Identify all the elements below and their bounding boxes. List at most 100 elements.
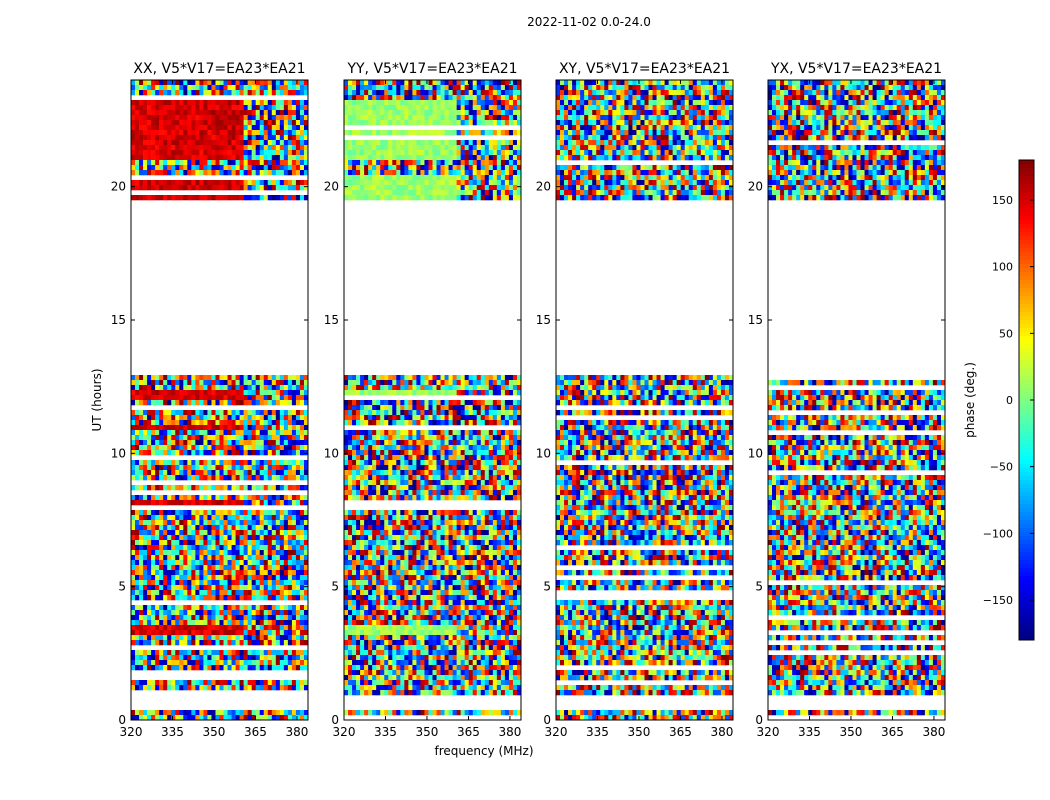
colorbar: 150 100 50 0 −50 −100 −150 (983, 159, 1035, 641)
colorbar-segment (1019, 368, 1034, 373)
colorbar-segment (1019, 520, 1034, 525)
colorbar-segment (1019, 184, 1034, 189)
y-tick-label: 20 (111, 180, 126, 194)
colorbar-segment (1019, 312, 1034, 317)
colorbar-segment (1019, 540, 1034, 545)
colorbar-segment (1019, 292, 1034, 297)
colorbar-segment (1019, 528, 1034, 533)
heatmap-cells (344, 80, 521, 716)
colorbar-segment (1019, 592, 1034, 597)
colorbar-segment (1019, 524, 1034, 529)
y-tick-label: 10 (111, 446, 126, 460)
x-tick-label: 365 (457, 725, 480, 739)
x-axis-label: frequency (MHz) (434, 744, 533, 758)
y-tick-label: 0 (755, 713, 763, 727)
panel-frame (767, 79, 946, 721)
colorbar-tick-label: −50 (990, 461, 1013, 474)
y-tick-label: 5 (118, 580, 126, 594)
x-tick-label: 335 (798, 725, 821, 739)
colorbar-segment (1019, 212, 1034, 217)
colorbar-segment (1019, 168, 1034, 173)
colorbar-segment (1019, 444, 1034, 449)
colorbar-segment (1019, 436, 1034, 441)
y-tick-label: 20 (748, 180, 763, 194)
colorbar-segment (1019, 608, 1034, 613)
heatmap-cells (768, 80, 945, 716)
colorbar-segment (1019, 340, 1034, 345)
colorbar-segment (1019, 324, 1034, 329)
colorbar-segment (1019, 392, 1034, 397)
colorbar-segment (1019, 376, 1034, 381)
colorbar-segment (1019, 400, 1034, 405)
colorbar-tick-label: −150 (983, 594, 1013, 607)
colorbar-segment (1019, 248, 1034, 253)
colorbar-segment (1019, 328, 1034, 333)
colorbar-segment (1019, 624, 1034, 629)
colorbar-segment (1019, 204, 1034, 209)
colorbar-segment (1019, 456, 1034, 461)
colorbar-segment (1019, 556, 1034, 561)
panel-4: YX, V5*V17=EA23*EA21 320 335 350 365 380 0 5 10 1… (748, 61, 946, 739)
colorbar-segment (1019, 232, 1034, 237)
colorbar-segment (1019, 228, 1034, 233)
colorbar-segment (1019, 252, 1034, 257)
x-tick-label: 350 (416, 725, 439, 739)
x-tick-label: 365 (669, 725, 692, 739)
colorbar-segment (1019, 388, 1034, 393)
y-tick-label: 20 (324, 180, 339, 194)
colorbar-label: phase (deg.) (963, 362, 977, 438)
colorbar-segment (1019, 336, 1034, 341)
panels-layer: XX, V5*V17=EA23*EA21 320 335 350 365 380 0 5 10 1… (111, 61, 946, 739)
colorbar-segment (1019, 576, 1034, 581)
colorbar-segment (1019, 396, 1034, 401)
y-tick-label: 5 (543, 580, 551, 594)
colorbar-segment (1019, 380, 1034, 385)
colorbar-segment (1019, 316, 1034, 321)
y-tick-label: 10 (748, 446, 763, 460)
colorbar-segment (1019, 472, 1034, 477)
panel-3: XY, V5*V17=EA23*EA21 320 335 350 365 380 0 5 10 1… (536, 61, 734, 739)
colorbar-segment (1019, 348, 1034, 353)
colorbar-segment (1019, 600, 1034, 605)
colorbar-segment (1019, 192, 1034, 197)
colorbar-segment (1019, 536, 1034, 541)
colorbar-segment (1019, 468, 1034, 473)
x-tick-label: 320 (333, 725, 356, 739)
x-tick-label: 335 (586, 725, 609, 739)
colorbar-segment (1019, 416, 1034, 421)
y-tick-label: 10 (536, 446, 551, 460)
colorbar-segment (1019, 300, 1034, 305)
colorbar-segment (1019, 584, 1034, 589)
y-tick-label: 15 (324, 313, 339, 327)
colorbar-segment (1019, 272, 1034, 277)
colorbar-segment (1019, 360, 1034, 365)
colorbar-segment (1019, 616, 1034, 621)
colorbar-segment (1019, 460, 1034, 465)
colorbar-segment (1019, 588, 1034, 593)
colorbar-segment (1019, 548, 1034, 553)
colorbar-segment (1019, 164, 1034, 169)
colorbar-segment (1019, 176, 1034, 181)
colorbar-segment (1019, 244, 1034, 249)
colorbar-segment (1019, 384, 1034, 389)
x-tick-label: 380 (285, 725, 308, 739)
colorbar-segment (1019, 420, 1034, 425)
colorbar-segment (1019, 508, 1034, 513)
colorbar-segment (1019, 160, 1034, 165)
colorbar-segment (1019, 632, 1034, 637)
colorbar-segment (1019, 260, 1034, 265)
colorbar-segment (1019, 428, 1034, 433)
colorbar-segment (1019, 564, 1034, 569)
colorbar-segment (1019, 200, 1034, 205)
colorbar-segment (1019, 188, 1034, 193)
heatmap-cells (131, 80, 308, 720)
panel-title: XY, V5*V17=EA23*EA21 (559, 61, 730, 77)
colorbar-segment (1019, 408, 1034, 413)
colorbar-tick-label: 100 (992, 261, 1013, 274)
colorbar-segment (1019, 284, 1034, 289)
colorbar-segment (1019, 484, 1034, 489)
colorbar-segment (1019, 552, 1034, 557)
colorbar-segment (1019, 264, 1034, 269)
y-axis-label: UT (hours) (90, 368, 104, 431)
colorbar-segment (1019, 308, 1034, 313)
